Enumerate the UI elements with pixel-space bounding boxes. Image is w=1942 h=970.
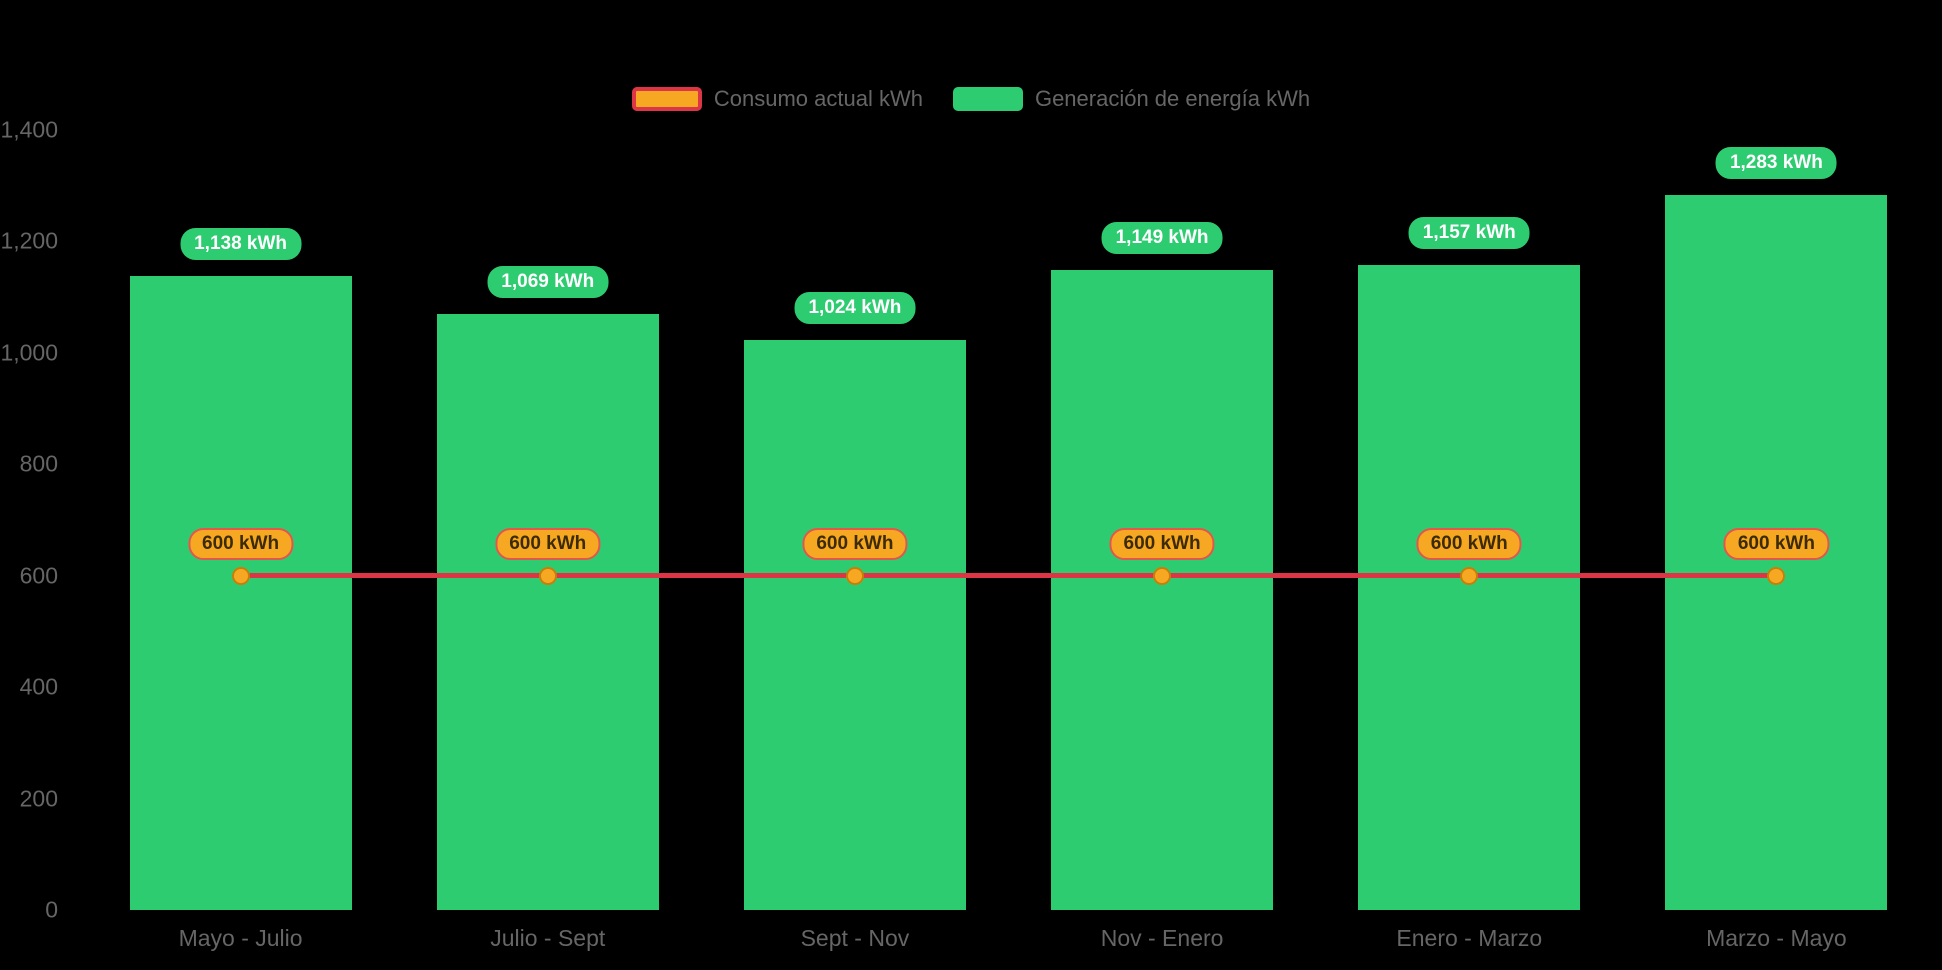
consumption-point-marker[interactable]: [1153, 566, 1172, 585]
generation-bar[interactable]: [743, 339, 966, 910]
x-axis-label: Nov - Enero: [1100, 925, 1224, 951]
generation-bar[interactable]: [1358, 265, 1581, 910]
generation-value-label: 1,283 kWh: [1715, 147, 1837, 180]
generacion-swatch-icon: [952, 87, 1023, 111]
x-axis-label: Sept - Nov: [800, 925, 910, 951]
x-axis-label: Marzo - Mayo: [1706, 925, 1847, 951]
x-axis: Mayo - Julio Julio - Sept Sept - Nov Nov - …: [87, 925, 1930, 955]
generation-value-label: 1,149 kWh: [1101, 221, 1223, 254]
x-axis-label: Mayo - Julio: [178, 925, 303, 951]
y-axis-label: 200: [19, 785, 58, 812]
x-axis-label: Enero - Marzo: [1396, 925, 1543, 951]
legend-item-consumo[interactable]: Consumo actual kWh: [631, 86, 923, 112]
y-axis-label: 600: [19, 562, 58, 589]
consumption-point-marker[interactable]: [538, 566, 557, 585]
consumption-value-label: 600 kWh: [802, 527, 908, 560]
consumption-point-marker[interactable]: [845, 566, 864, 585]
consumption-value-label: 600 kWh: [495, 527, 601, 560]
generation-value-label: 1,157 kWh: [1408, 217, 1530, 250]
consumption-value-label: 600 kWh: [188, 527, 294, 560]
generation-bar[interactable]: [436, 314, 659, 910]
y-axis: 0 200 400 600 800 1,000 1,200 1,400: [0, 117, 72, 923]
y-axis-label: 1,400: [0, 116, 58, 143]
generation-bar[interactable]: [1051, 269, 1274, 910]
generation-value-label: 1,024 kWh: [794, 291, 916, 324]
generation-bar[interactable]: [129, 275, 352, 910]
legend: Consumo actual kWh Generación de energía…: [0, 86, 1942, 112]
consumption-point-marker[interactable]: [231, 566, 250, 585]
y-axis-label: 0: [45, 896, 58, 923]
y-axis-label: 1,200: [0, 227, 58, 254]
legend-label-generacion: Generación de energía kWh: [1034, 86, 1311, 111]
generation-value-label: 1,069 kWh: [487, 266, 609, 299]
consumption-value-label: 600 kWh: [1416, 527, 1522, 560]
consumption-point-marker[interactable]: [1460, 566, 1479, 585]
generation-value-label: 1,138 kWh: [180, 227, 302, 260]
consumption-line[interactable]: [240, 573, 1777, 579]
y-axis-label: 800: [19, 450, 58, 477]
legend-label-consumo: Consumo actual kWh: [713, 86, 923, 111]
consumption-point-marker[interactable]: [1767, 566, 1786, 585]
plot-area: 1,138 kWh 600 kWh 1,069 kWh 600 kWh 1,024 kW…: [87, 130, 1930, 910]
x-axis-label: Julio - Sept: [490, 925, 606, 951]
legend-item-generacion[interactable]: Generación de energía kWh: [952, 86, 1311, 112]
consumption-value-label: 600 kWh: [1723, 527, 1829, 560]
consumo-swatch-icon: [631, 87, 702, 111]
consumption-value-label: 600 kWh: [1109, 527, 1215, 560]
y-axis-label: 1,000: [0, 339, 58, 366]
y-axis-label: 400: [19, 673, 58, 700]
